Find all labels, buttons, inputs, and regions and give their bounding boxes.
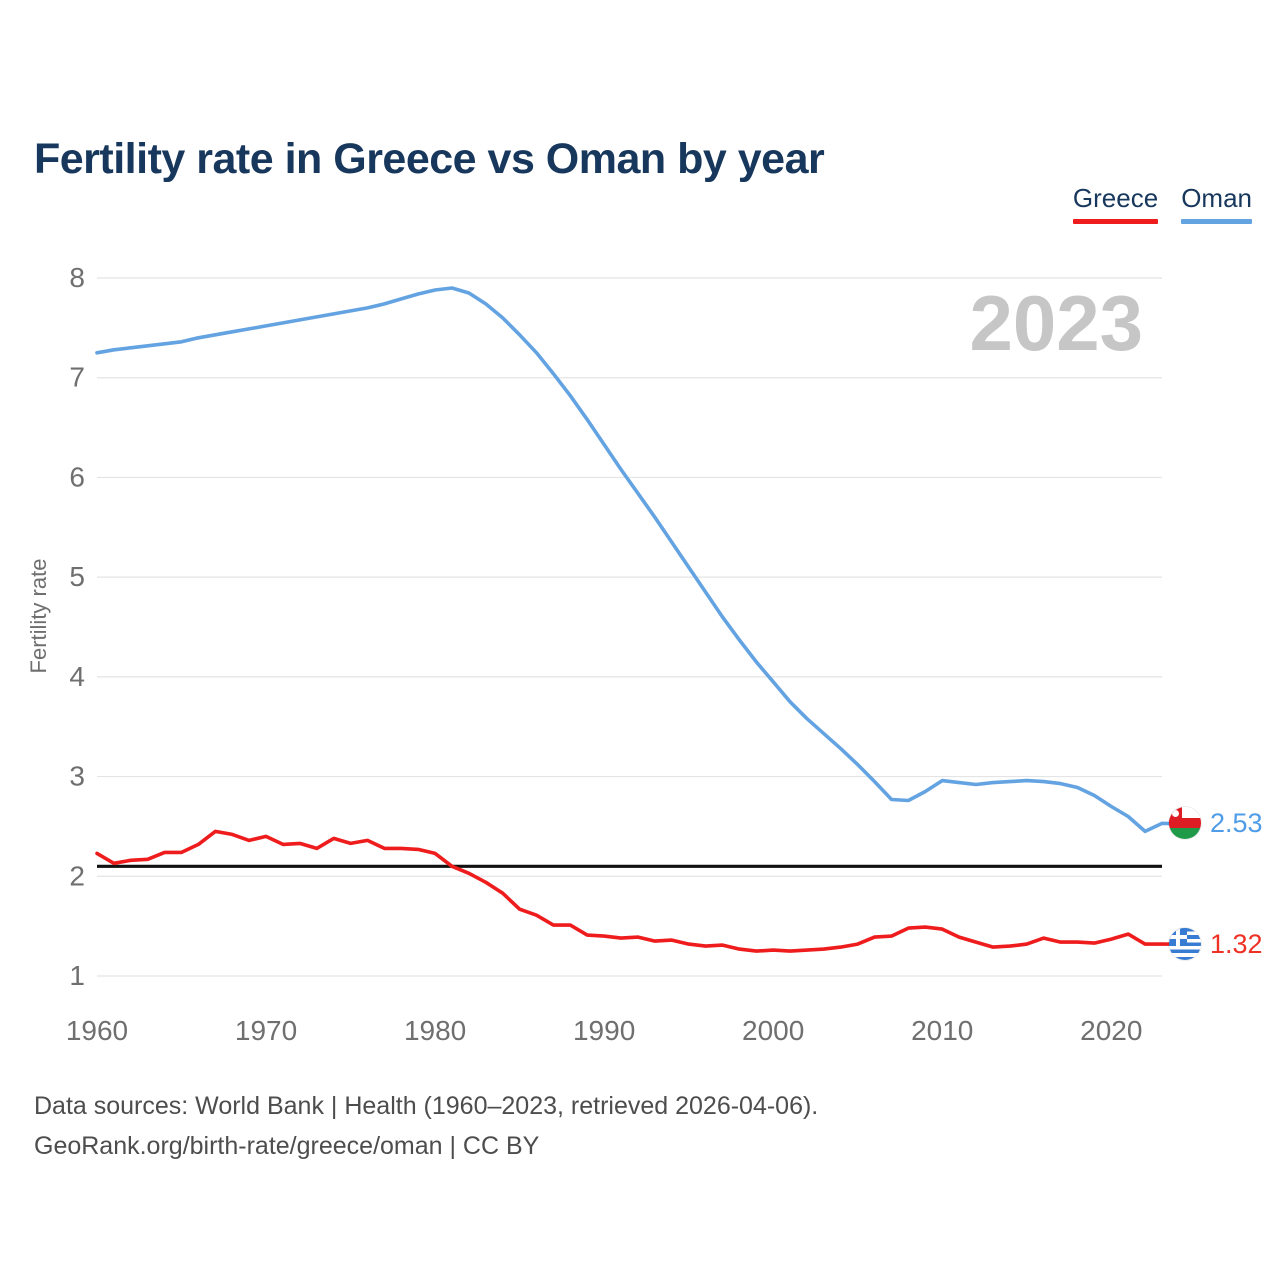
legend-item-oman[interactable]: Oman xyxy=(1181,183,1252,224)
end-label-oman: 2.53 xyxy=(1169,807,1263,840)
x-tick-label: 2020 xyxy=(1080,1015,1142,1046)
footer-sources-line: Data sources: World Bank | Health (1960–… xyxy=(34,1092,819,1120)
legend-swatch-greece xyxy=(1072,219,1159,224)
footer: Data sources: World Bank | Health (1960–… xyxy=(34,1086,818,1166)
series-line-oman xyxy=(95,286,1164,834)
footer-attribution-line: GeoRank.org/birth-rate/greece/oman | CC … xyxy=(34,1132,540,1160)
y-tick-label: 1 xyxy=(69,960,85,991)
legend: Greece Oman xyxy=(1072,183,1252,224)
oman-flag-icon xyxy=(1169,807,1201,840)
page-title: Fertility rate in Greece vs Oman by year xyxy=(34,134,825,183)
x-tick-label: 2010 xyxy=(911,1015,973,1046)
y-tick-label: 2 xyxy=(69,860,85,891)
end-label-greece: 1.32 xyxy=(1169,928,1263,961)
x-tick-label: 1990 xyxy=(573,1015,635,1046)
y-tick-label: 7 xyxy=(69,362,85,393)
y-tick-label: 4 xyxy=(69,661,85,692)
greece-flag-icon xyxy=(1169,928,1201,961)
y-tick-label: 6 xyxy=(69,461,85,492)
x-tick-label: 1980 xyxy=(404,1015,466,1046)
legend-label-greece: Greece xyxy=(1072,183,1159,213)
series-line-greece xyxy=(95,829,1164,953)
watermark-year: 2023 xyxy=(969,279,1143,367)
end-value-oman: 2.53 xyxy=(1210,807,1263,838)
x-tick-label: 1960 xyxy=(66,1015,128,1046)
end-value-greece: 1.32 xyxy=(1210,928,1263,959)
y-axis-title: Fertility rate xyxy=(26,559,51,674)
x-tick-label: 1970 xyxy=(235,1015,297,1046)
legend-label-oman: Oman xyxy=(1181,183,1252,213)
legend-swatch-oman xyxy=(1181,219,1252,224)
y-tick-label: 8 xyxy=(69,262,85,293)
y-tick-label: 3 xyxy=(69,761,85,792)
y-tick-label: 5 xyxy=(69,561,85,592)
x-tick-label: 2000 xyxy=(742,1015,804,1046)
legend-item-greece[interactable]: Greece xyxy=(1072,183,1159,224)
